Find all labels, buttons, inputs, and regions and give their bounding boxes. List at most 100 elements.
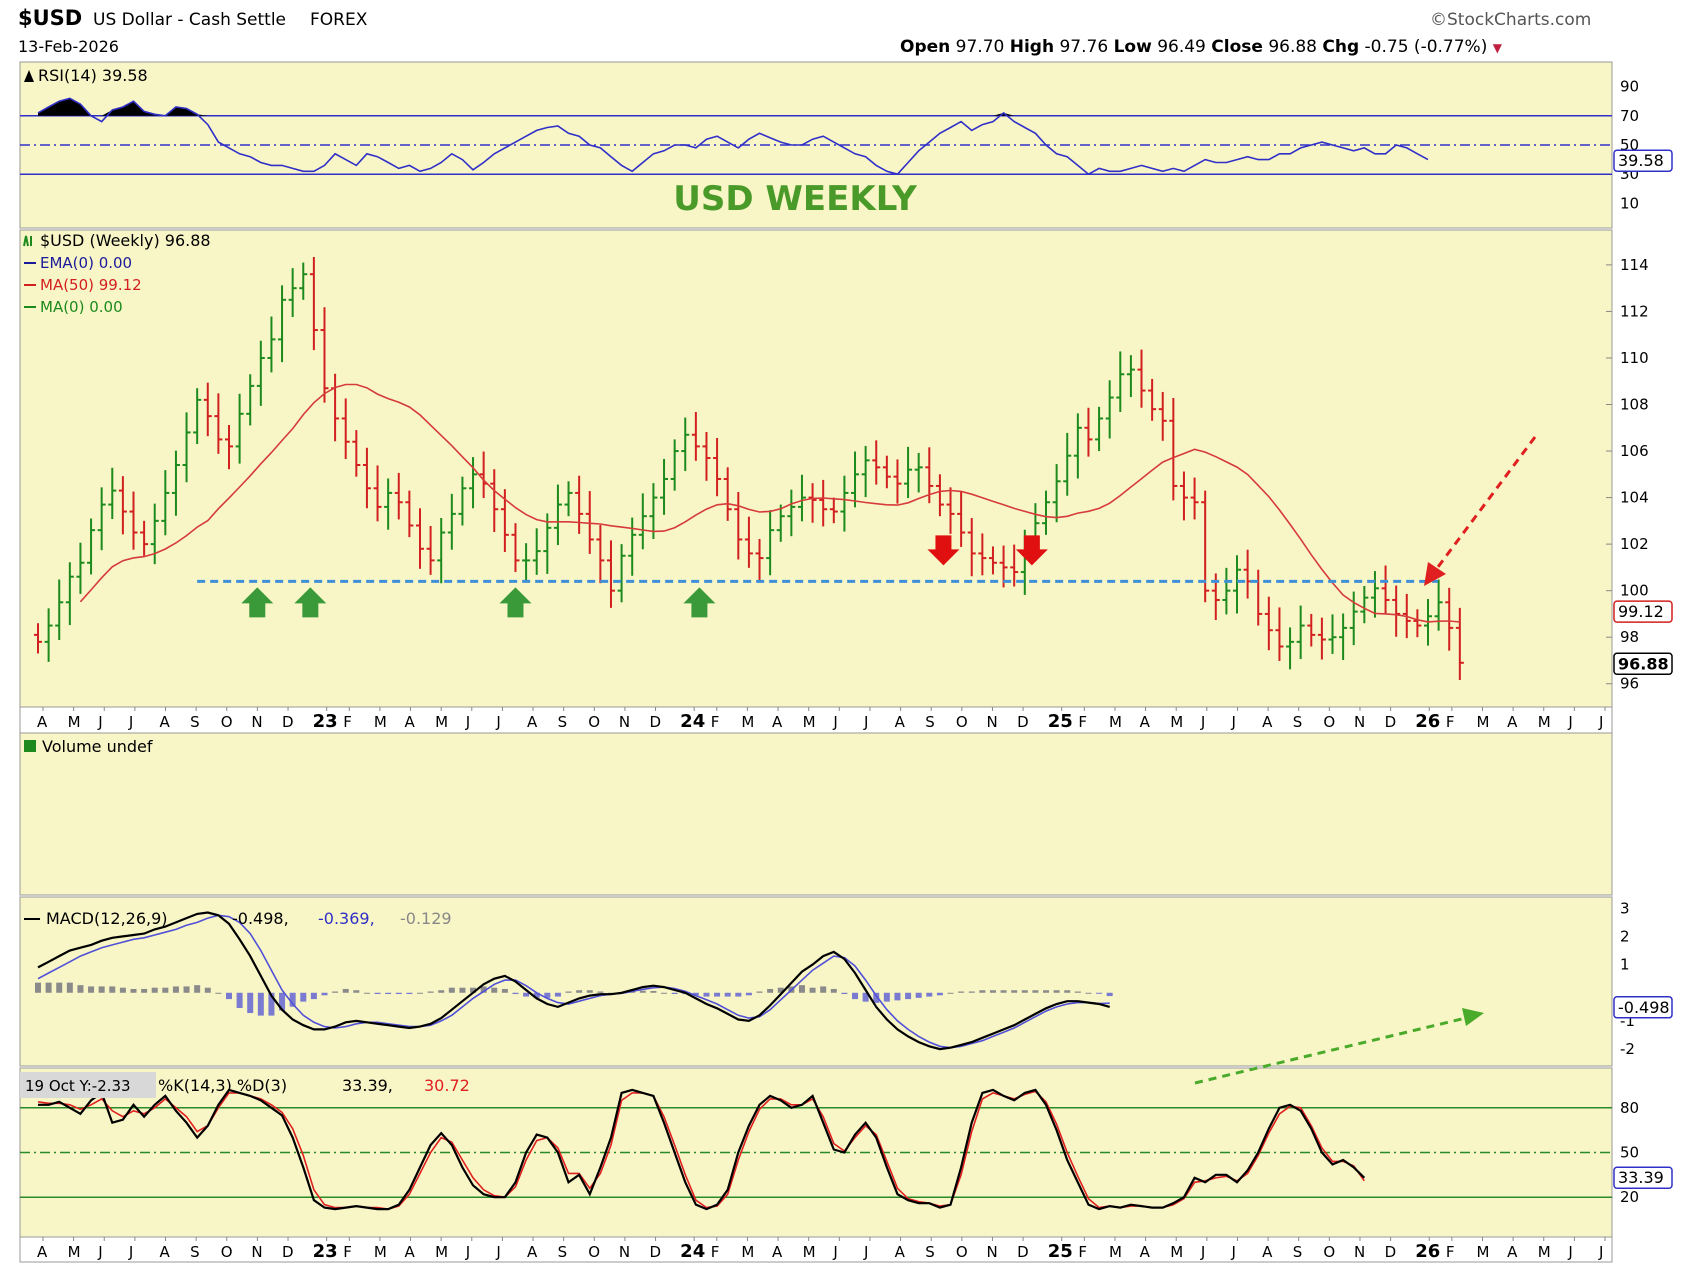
macd-histogram-bar: [862, 992, 869, 1002]
stockcharts-brand[interactable]: ©StockCharts.com: [1430, 10, 1592, 30]
price-legend-icon: [23, 235, 32, 247]
price-bar: [1105, 380, 1114, 439]
price-x-tick-label: N: [986, 713, 997, 731]
price-x-tick-label: S: [925, 713, 935, 731]
price-x-tick-label: O: [221, 713, 233, 731]
usd-weekly-title: USD WEEKLY: [673, 179, 917, 219]
stoch-x-tick-label: M: [803, 1243, 816, 1261]
macd-histogram-bar: [225, 992, 232, 1000]
price-bar: [55, 579, 64, 640]
macd-histogram-bar: [98, 986, 105, 993]
price-bar: [1392, 585, 1401, 637]
macd-histogram-bar: [1085, 992, 1092, 994]
stoch-x-tick-label: A: [1262, 1243, 1273, 1261]
price-bar: [819, 479, 828, 527]
macd-histogram-bar: [703, 992, 710, 997]
macd-histogram-bar: [162, 987, 169, 993]
price-bar: [564, 481, 573, 517]
price-bar: [203, 382, 212, 437]
price-bar: [882, 455, 891, 489]
macd-histogram-bar: [130, 988, 137, 993]
macd-histogram-bar: [56, 982, 63, 993]
price-bar: [362, 447, 371, 509]
price-x-tick-label: J: [495, 713, 500, 731]
stoch-x-tick-label: F: [1446, 1243, 1455, 1261]
price-bar: [235, 393, 244, 464]
price-bar: [1275, 607, 1284, 661]
stoch-x-tick-label: A: [895, 1243, 906, 1261]
stoch-x-tick-label: D: [282, 1243, 294, 1261]
price-bar: [76, 542, 85, 594]
price-x-tick-label: J: [1567, 713, 1572, 731]
price-x-tick-label: F: [711, 713, 720, 731]
macd-legend-value: -0.498,: [232, 909, 289, 928]
macd-histogram-bar: [480, 986, 487, 993]
macd-signal-legend-value: -0.369,: [318, 909, 375, 928]
price-bar: [829, 497, 838, 524]
macd-histogram-bar: [1032, 990, 1039, 993]
price-bar: [341, 398, 350, 459]
price-x-tick-label: J: [832, 713, 837, 731]
price-x-tick-label: M: [1109, 713, 1122, 731]
macd-histogram-bar: [77, 985, 84, 993]
price-bar: [214, 393, 223, 454]
price-bar: [723, 467, 732, 521]
price-x-tick-label: N: [619, 713, 630, 731]
price-x-tick-label: J: [863, 713, 868, 731]
ohlc-readout: Open 97.70 High 97.76 Low 96.49 Close 96…: [900, 37, 1502, 57]
price-bar: [1137, 349, 1146, 408]
price-bar: [1010, 544, 1019, 587]
macd-hist-legend-value: -0.129: [400, 909, 452, 928]
price-x-tick-label: D: [282, 713, 294, 731]
price-bar: [426, 525, 435, 575]
price-bar: [1434, 579, 1443, 631]
macd-histogram-bar: [1096, 992, 1103, 994]
price-x-tick-label: M: [803, 713, 816, 731]
stoch-x-tick-label: 26: [1415, 1241, 1440, 1262]
macd-histogram-bar: [650, 990, 657, 993]
price-bar: [1158, 391, 1167, 441]
price-x-tick-label: J: [465, 713, 470, 731]
price-bar: [246, 374, 255, 426]
macd-histogram-bar: [905, 992, 912, 1000]
price-bar: [606, 540, 615, 608]
chart-date: 13-Feb-2026: [18, 37, 119, 56]
macd-histogram-bar: [342, 988, 349, 993]
stoch-x-tick-label: J: [97, 1243, 102, 1261]
stoch-x-tick-label: J: [128, 1243, 133, 1261]
price-bar: [87, 518, 96, 575]
macd-histogram-bar: [512, 992, 519, 995]
price-x-tick-label: A: [772, 713, 783, 731]
macd-histogram-bar: [523, 992, 530, 997]
price-bar: [1264, 596, 1273, 651]
chg-label: Chg: [1322, 37, 1360, 57]
macd-histogram-bar: [172, 986, 179, 993]
price-x-tick-label: N: [1354, 713, 1365, 731]
stoch-tick-label: 50: [1620, 1144, 1639, 1162]
macd-histogram-bar: [427, 991, 434, 993]
rsi-tick-label: 90: [1620, 78, 1639, 96]
price-bar: [65, 562, 74, 626]
price-bar: [893, 459, 902, 504]
stoch-last-value: 33.39: [1618, 1168, 1664, 1187]
volume-legend-icon: [24, 740, 36, 752]
macd-histogram-bar: [109, 986, 116, 993]
price-x-tick-label: F: [1078, 713, 1087, 731]
macd-tick-label: -2: [1620, 1040, 1635, 1058]
price-bar: [967, 518, 976, 577]
macd-tick-label: 3: [1620, 899, 1630, 917]
macd-tick-label: 1: [1620, 956, 1630, 974]
price-bar: [458, 476, 467, 526]
price-bar: [776, 504, 785, 542]
price-x-tick-label: M: [1476, 713, 1489, 731]
price-bar: [193, 388, 202, 445]
price-bar: [469, 457, 478, 509]
stoch-d-legend-value: 30.72: [424, 1076, 470, 1095]
price-legend-item: MA(0) 0.00: [40, 298, 123, 316]
macd-histogram-bar: [204, 987, 211, 993]
price-tick-label: 96: [1620, 675, 1639, 693]
macd-histogram-bar: [236, 992, 243, 1008]
macd-histogram-bar: [1106, 992, 1113, 997]
price-bar: [787, 489, 796, 537]
